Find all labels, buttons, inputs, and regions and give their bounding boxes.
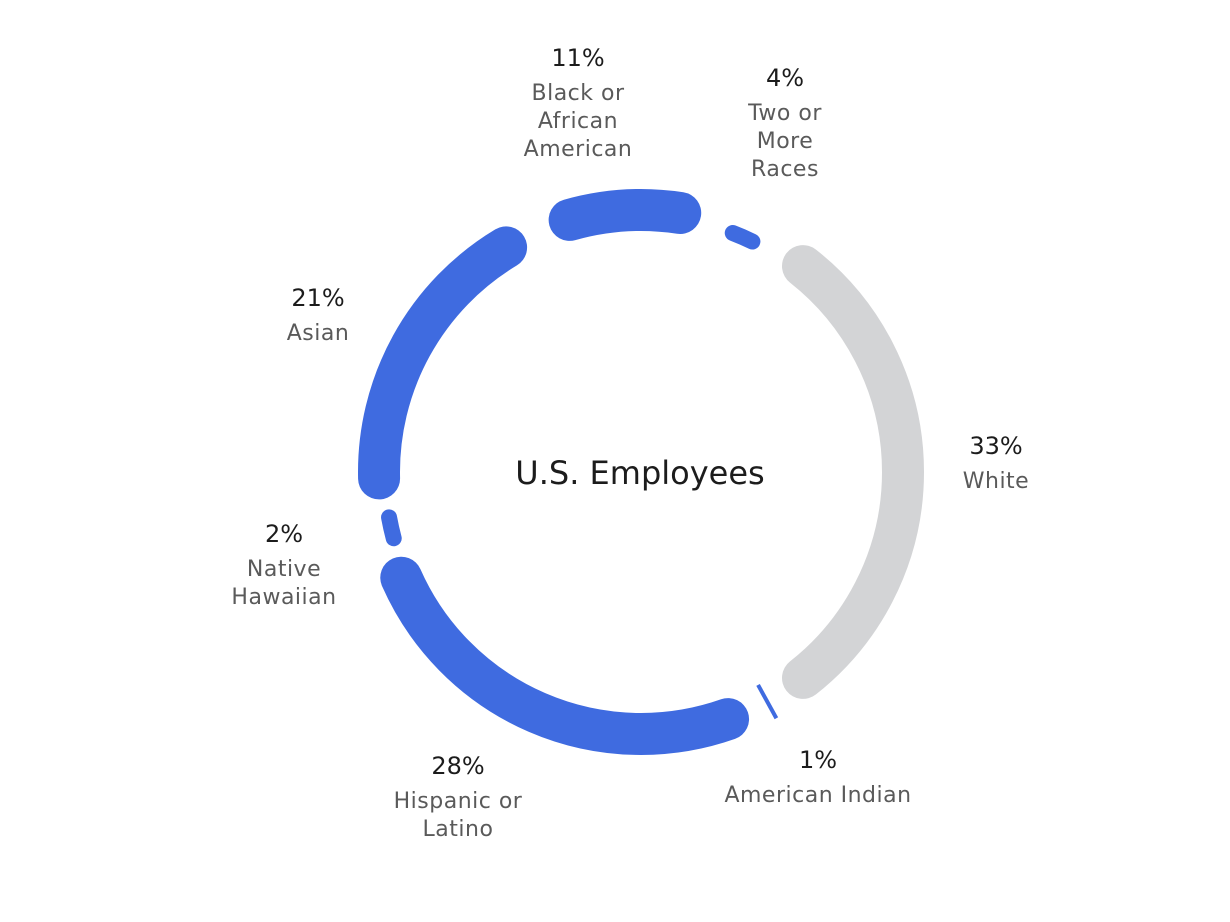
value-label: 11%: [551, 44, 604, 72]
donut-segment: [381, 509, 402, 547]
category-label: White: [963, 469, 1029, 494]
value-label: 28%: [431, 752, 484, 780]
donut-segment: [548, 189, 702, 241]
value-label: 1%: [799, 746, 837, 774]
donut-segment: [781, 245, 924, 699]
category-label: Asian: [287, 321, 350, 346]
category-label: American Indian: [724, 783, 911, 808]
category-label: Two or More Races: [747, 101, 822, 182]
value-label: 4%: [766, 64, 804, 92]
value-label: 21%: [291, 284, 344, 312]
category-label: Hispanic or Latino: [394, 789, 523, 842]
chart-title: U.S. Employees: [515, 454, 764, 492]
category-label: Native Hawaiian: [231, 557, 336, 610]
value-label: 2%: [265, 520, 303, 548]
value-label: 33%: [969, 432, 1022, 460]
donut-segment: [380, 556, 750, 755]
donut-segment: [358, 226, 528, 500]
donut-segment: [724, 225, 761, 250]
donut-segment: [756, 683, 779, 720]
category-label: Black or African American: [524, 81, 633, 162]
